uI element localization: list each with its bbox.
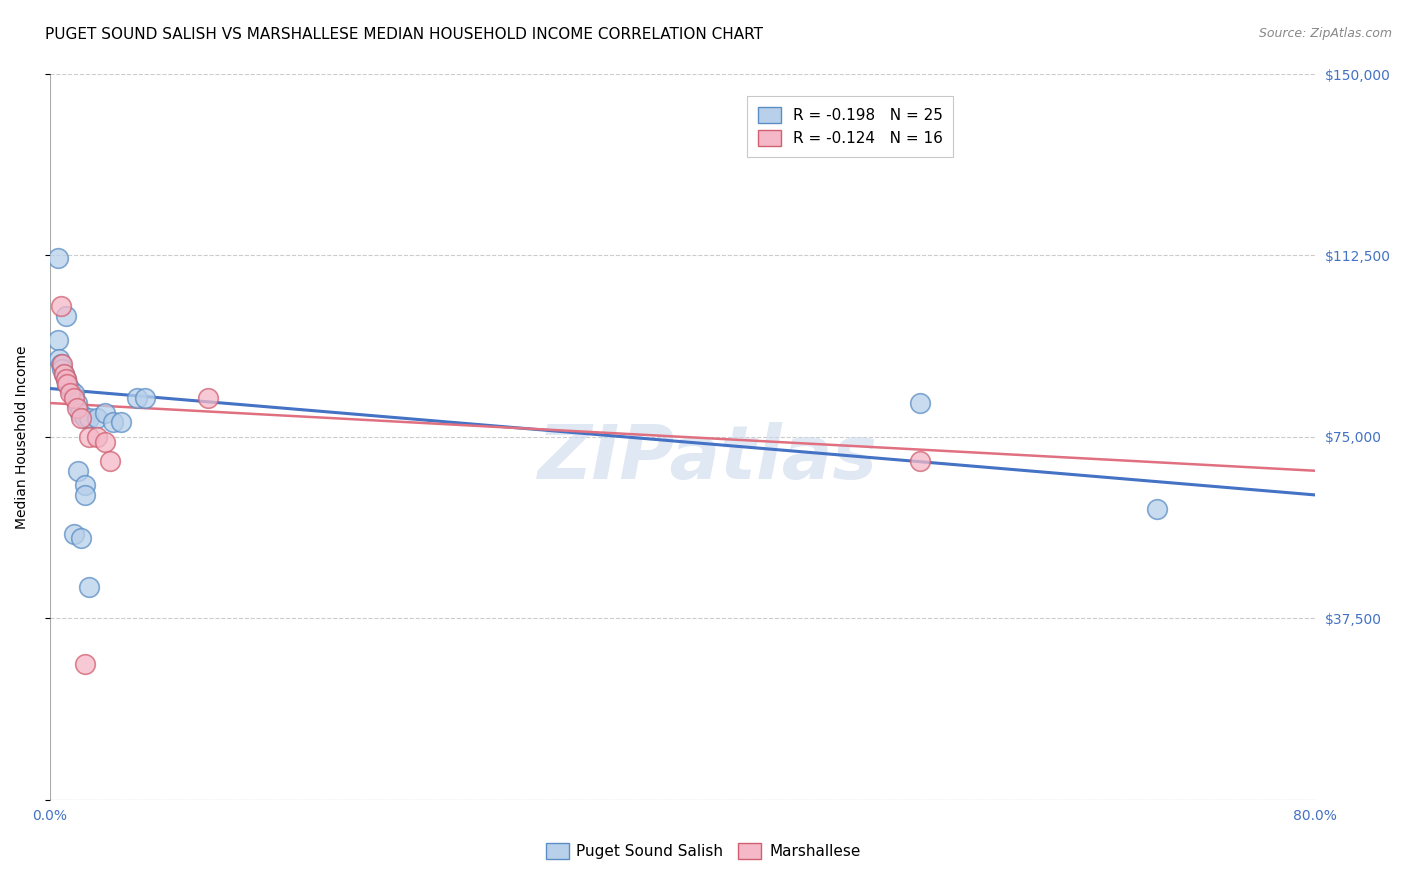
Point bbox=[55, 372, 77, 386]
Point bbox=[59, 382, 82, 396]
Point bbox=[53, 367, 76, 381]
Point bbox=[94, 434, 117, 449]
Point bbox=[55, 309, 77, 323]
Point bbox=[56, 376, 79, 391]
Point bbox=[101, 416, 124, 430]
Point bbox=[908, 454, 931, 468]
Point bbox=[98, 454, 121, 468]
Point bbox=[66, 401, 89, 415]
Point bbox=[73, 478, 96, 492]
Point bbox=[49, 299, 72, 313]
Point bbox=[46, 251, 69, 265]
Point bbox=[197, 391, 219, 405]
Point bbox=[79, 430, 101, 444]
Point bbox=[53, 367, 76, 381]
Point bbox=[79, 580, 101, 594]
Point bbox=[56, 376, 79, 391]
Point bbox=[55, 372, 77, 386]
Point bbox=[125, 391, 148, 405]
Point bbox=[62, 391, 84, 405]
Point bbox=[1146, 502, 1168, 516]
Point bbox=[67, 464, 90, 478]
Point bbox=[86, 410, 108, 425]
Point bbox=[62, 386, 84, 401]
Point bbox=[73, 410, 96, 425]
Point bbox=[62, 526, 84, 541]
Legend: R = -0.198   N = 25, R = -0.124   N = 16: R = -0.198 N = 25, R = -0.124 N = 16 bbox=[747, 96, 953, 157]
Point bbox=[94, 406, 117, 420]
Point bbox=[73, 488, 96, 502]
Point bbox=[48, 352, 70, 367]
Point bbox=[79, 410, 101, 425]
Point bbox=[51, 357, 73, 371]
Text: PUGET SOUND SALISH VS MARSHALLESE MEDIAN HOUSEHOLD INCOME CORRELATION CHART: PUGET SOUND SALISH VS MARSHALLESE MEDIAN… bbox=[45, 27, 763, 42]
Point bbox=[110, 416, 132, 430]
Text: Source: ZipAtlas.com: Source: ZipAtlas.com bbox=[1258, 27, 1392, 40]
Point bbox=[134, 391, 156, 405]
Point bbox=[51, 362, 73, 376]
Point bbox=[66, 396, 89, 410]
Point bbox=[69, 406, 91, 420]
Point bbox=[86, 430, 108, 444]
Point bbox=[908, 396, 931, 410]
Point bbox=[73, 657, 96, 672]
Point bbox=[49, 357, 72, 371]
Legend: Puget Sound Salish, Marshallese: Puget Sound Salish, Marshallese bbox=[538, 835, 868, 866]
Text: ZIPatlas: ZIPatlas bbox=[538, 422, 877, 495]
Point bbox=[70, 532, 93, 546]
Point bbox=[46, 333, 69, 347]
Point bbox=[59, 386, 82, 401]
Y-axis label: Median Household Income: Median Household Income bbox=[15, 345, 30, 529]
Point bbox=[70, 410, 93, 425]
